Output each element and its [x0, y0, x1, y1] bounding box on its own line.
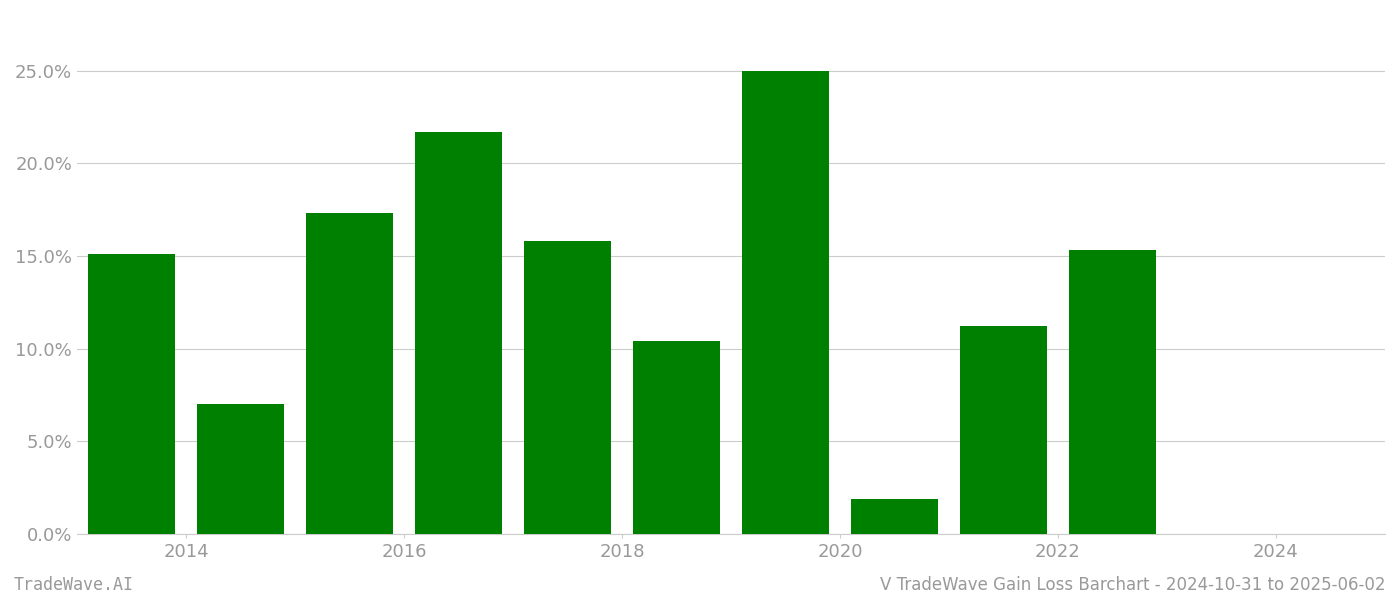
Bar	[88, 254, 175, 534]
Bar	[633, 341, 720, 534]
Bar	[742, 71, 829, 534]
Bar	[524, 241, 610, 534]
Bar	[197, 404, 284, 534]
Text: V TradeWave Gain Loss Barchart - 2024-10-31 to 2025-06-02: V TradeWave Gain Loss Barchart - 2024-10…	[881, 576, 1386, 594]
Bar	[960, 326, 1047, 534]
Bar	[1068, 250, 1156, 534]
Bar	[414, 132, 503, 534]
Bar	[305, 214, 393, 534]
Bar	[851, 499, 938, 534]
Text: TradeWave.AI: TradeWave.AI	[14, 576, 134, 594]
